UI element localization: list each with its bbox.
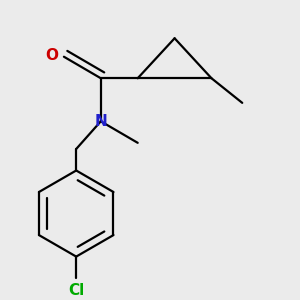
Text: N: N xyxy=(94,114,107,129)
Text: O: O xyxy=(45,48,58,63)
Text: Cl: Cl xyxy=(68,283,84,298)
